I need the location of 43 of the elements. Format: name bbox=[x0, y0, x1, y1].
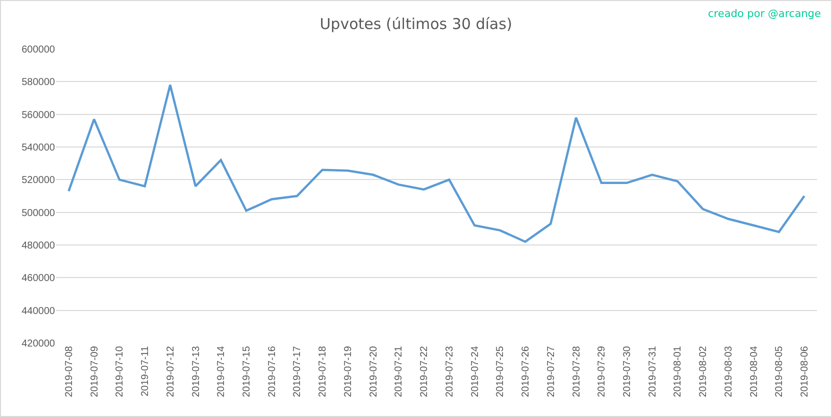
y-tick-label: 420000 bbox=[22, 338, 56, 350]
y-tick-label: 560000 bbox=[22, 110, 56, 121]
x-tick-label: 2019-07-12 bbox=[165, 346, 176, 398]
x-tick-label: 2019-07-30 bbox=[622, 346, 633, 398]
y-tick-label: 600000 bbox=[22, 44, 56, 56]
y-tick-label: 540000 bbox=[22, 142, 56, 154]
x-tick-label: 2019-07-25 bbox=[495, 346, 506, 398]
x-tick-label: 2019-07-15 bbox=[242, 346, 252, 398]
y-tick-label: 440000 bbox=[22, 306, 56, 317]
x-tick-label: 2019-07-13 bbox=[190, 346, 202, 398]
x-tick-label: 2019-08-03 bbox=[723, 346, 734, 398]
x-tick-label: 2019-07-08 bbox=[64, 346, 75, 398]
x-tick-label: 2019-07-17 bbox=[292, 346, 304, 398]
x-tick-label: 2019-08-04 bbox=[748, 346, 760, 398]
y-tick-label: 520000 bbox=[22, 175, 56, 186]
x-tick-label: 2019-08-06 bbox=[800, 346, 811, 398]
line-series bbox=[68, 84, 806, 243]
x-tick-label: 2019-07-14 bbox=[216, 346, 228, 398]
x-tick-label: 2019-07-16 bbox=[266, 346, 278, 398]
x-tick-label: 2019-07-09 bbox=[89, 346, 100, 398]
y-tick-label: 480000 bbox=[22, 240, 56, 252]
x-tick-label: 2019-07-19 bbox=[342, 346, 354, 398]
x-tick-label: 2019-07-18 bbox=[318, 346, 329, 398]
text: creado por @arcange bbox=[708, 8, 821, 20]
y-tick-label: 460000 bbox=[22, 273, 56, 284]
y-tick-label: 580000 bbox=[22, 77, 56, 88]
x-tick-label: 2019-07-21 bbox=[394, 346, 405, 398]
x-tick-label: 2019-07-22 bbox=[419, 346, 430, 398]
x-tick-label: 2019-07-28 bbox=[571, 346, 582, 398]
x-tick-label: 2019-08-05 bbox=[774, 346, 786, 398]
chart-title: Upvotes (últimos 30 días) bbox=[320, 15, 512, 34]
x-tick-label: 2019-07-29 bbox=[596, 346, 608, 398]
x-tick-label: 2019-07-20 bbox=[368, 346, 380, 398]
x-tick-label: 2019-08-02 bbox=[698, 346, 710, 398]
x-tick-label: 2019-07-11 bbox=[140, 346, 152, 396]
x-tick-label: 2019-08-01 bbox=[672, 346, 684, 398]
y-tick-label: 500000 bbox=[22, 208, 56, 219]
x-tick-label: 2019-07-24 bbox=[470, 346, 481, 398]
x-tick-label: 2019-07-31 bbox=[647, 346, 658, 398]
x-tick-label: 2019-07-23 bbox=[444, 346, 456, 398]
x-tick-label: 2019-07-10 bbox=[114, 346, 126, 398]
x-tick-label: 2019-07-27 bbox=[546, 346, 557, 398]
x-tick-label: 2019-07-26 bbox=[520, 346, 532, 398]
